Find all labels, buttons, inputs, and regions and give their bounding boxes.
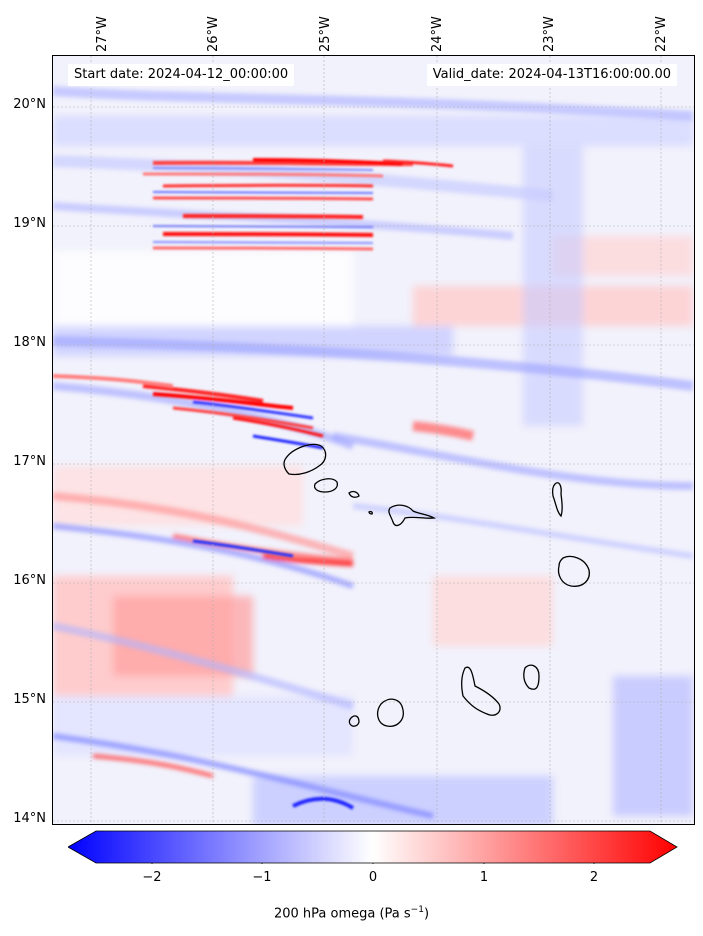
island-boa-vista: [557, 555, 590, 587]
island-sao-nicolau: [388, 504, 437, 527]
coastlines: [283, 443, 590, 727]
island-brava: [348, 715, 360, 727]
colorbar-label-text: 200 hPa omega (Pa s: [273, 906, 411, 922]
colorbar-tick-label: −1: [252, 870, 272, 885]
colorbar: [68, 830, 678, 864]
map-panel: [52, 55, 695, 825]
valid-date-label: Valid_date: 2024-04-13T16:00:00.00: [426, 64, 677, 86]
colorbar-tick-label: −2: [142, 870, 162, 885]
gridlines: [53, 56, 694, 824]
lon-tick-label: 24°W: [430, 16, 445, 52]
lat-tick-label: 18°N: [13, 335, 46, 350]
lon-tick-label: 22°W: [654, 16, 669, 52]
island-santo-antao: [283, 443, 327, 476]
lat-tick-label: 16°N: [13, 573, 46, 588]
colorbar-tick-label: 0: [368, 870, 378, 885]
island-santa-luzia: [348, 490, 360, 498]
island-santiago: [461, 666, 501, 716]
lon-tick-label: 26°W: [206, 16, 221, 52]
colorbar-tick-label: 2: [589, 870, 599, 885]
lon-tick-label: 23°W: [542, 16, 557, 52]
island-branco: [368, 510, 373, 515]
lon-tick-label: 25°W: [318, 16, 333, 52]
island-sao-vicente: [313, 478, 339, 493]
colorbar-tick-label: 1: [479, 870, 489, 885]
colorbar-label: 200 hPa omega (Pa s−1): [0, 905, 703, 921]
island-maio: [523, 664, 540, 690]
start-date-label: Start date: 2024-04-12_00:00:00: [68, 64, 295, 86]
colorbar-tick-marks: [151, 863, 595, 864]
lat-tick-label: 19°N: [13, 216, 46, 231]
field-intense-bands: [53, 158, 454, 810]
island-fogo: [376, 698, 404, 727]
lat-tick-label: 17°N: [13, 454, 46, 469]
omega-field-map: [53, 56, 694, 824]
colorbar-label-exponent: −1: [410, 905, 424, 915]
lat-tick-label: 20°N: [13, 97, 46, 112]
colorbar-bar: [68, 830, 678, 864]
lat-tick-label: 14°N: [13, 811, 46, 826]
colorbar-label-end: ): [423, 906, 430, 922]
island-sal: [551, 482, 563, 518]
lon-tick-label: 27°W: [95, 16, 110, 52]
lat-tick-label: 15°N: [13, 692, 46, 707]
